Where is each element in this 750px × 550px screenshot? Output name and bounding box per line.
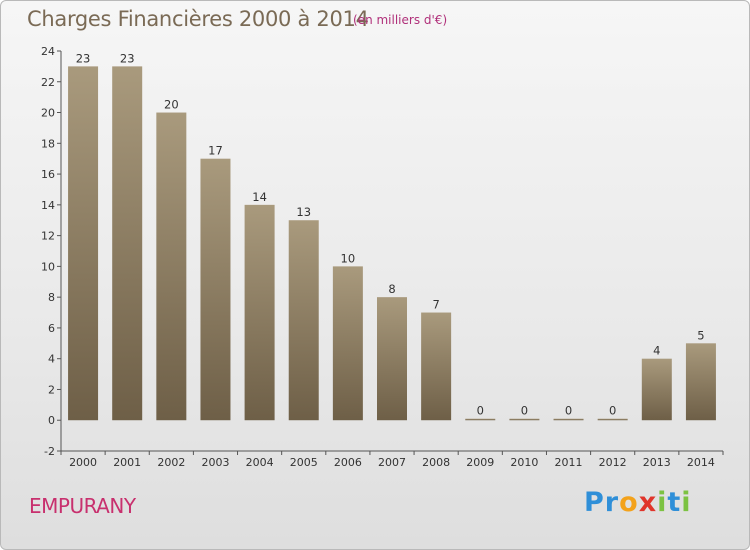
x-tick-label: 2002 — [157, 456, 185, 469]
bar — [200, 158, 231, 421]
bar — [641, 358, 672, 421]
y-tick-label: 24 — [41, 45, 55, 58]
value-label: 8 — [388, 282, 395, 296]
bar — [288, 220, 319, 421]
y-tick-label: 10 — [41, 260, 55, 273]
x-tick-label: 2009 — [466, 456, 494, 469]
value-label: 0 — [477, 404, 484, 418]
y-tick-label: 12 — [41, 230, 55, 243]
value-label: 5 — [697, 328, 704, 342]
value-label: 14 — [252, 190, 267, 204]
value-label: 0 — [565, 404, 572, 418]
x-tick-label: 2005 — [290, 456, 318, 469]
value-label: 0 — [609, 404, 616, 418]
x-tick-label: 2010 — [510, 456, 538, 469]
y-tick-label: 18 — [41, 137, 55, 150]
x-tick-label: 2003 — [201, 456, 229, 469]
bar-layer — [68, 66, 716, 421]
proxiti-logo: Proxiti — [584, 487, 692, 518]
logo-letter: t — [667, 487, 682, 518]
bar — [156, 112, 187, 421]
bar — [421, 312, 452, 421]
y-tick-label: 0 — [48, 414, 55, 427]
bar — [597, 418, 628, 421]
logo-letter: x — [638, 487, 658, 518]
logo-letter: P — [584, 487, 605, 518]
bar — [685, 343, 716, 421]
value-label: 0 — [521, 404, 528, 418]
y-tick-label: 2 — [48, 383, 55, 396]
bar — [332, 266, 363, 421]
logo-letter: i — [681, 487, 692, 518]
x-tick-label: 2014 — [687, 456, 715, 469]
y-tick-label: 16 — [41, 168, 55, 181]
x-tick-label: 2007 — [378, 456, 406, 469]
x-tick-label: 2011 — [555, 456, 583, 469]
x-tick-label: 2008 — [422, 456, 450, 469]
value-label: 4 — [653, 344, 660, 358]
value-label: 20 — [164, 98, 179, 112]
y-tick-label: 20 — [41, 107, 55, 120]
y-tick-label: 14 — [41, 199, 55, 212]
value-label: 23 — [76, 51, 91, 65]
chart-subtitle: (en milliers d'€) — [353, 13, 448, 27]
y-tick-label: 8 — [48, 291, 55, 304]
y-tick-label: 6 — [48, 322, 55, 335]
x-tick-label: 2001 — [113, 456, 141, 469]
y-tick-label: 22 — [41, 76, 55, 89]
bar — [68, 66, 99, 421]
logo-letter: i — [657, 487, 668, 518]
value-label: 10 — [341, 251, 356, 265]
logo-letter: o — [619, 487, 639, 518]
chart-title: Charges Financières 2000 à 2014 — [27, 7, 369, 31]
x-tick-label: 2013 — [643, 456, 671, 469]
value-label: 23 — [120, 51, 135, 65]
y-tick-label: 4 — [48, 353, 55, 366]
commune-name: EMPURANY — [29, 494, 136, 518]
bar — [377, 297, 407, 421]
x-tick-label: 2012 — [599, 456, 627, 469]
value-label: 13 — [296, 205, 311, 219]
x-tick-label: 2000 — [69, 456, 97, 469]
value-label: 17 — [208, 144, 223, 158]
value-label: 7 — [432, 298, 439, 312]
logo-letter: r — [604, 487, 620, 518]
bar — [112, 66, 143, 421]
bar — [244, 204, 275, 421]
bar — [509, 418, 540, 421]
x-tick-label: 2006 — [334, 456, 362, 469]
x-tick-label: 2004 — [246, 456, 274, 469]
bar — [465, 418, 496, 421]
bar — [553, 418, 584, 421]
y-tick-label: -2 — [44, 445, 55, 458]
label-layer: 23 23 20 17 14 13 10 8 7 0 0 0 0 4 5 — [76, 51, 705, 417]
